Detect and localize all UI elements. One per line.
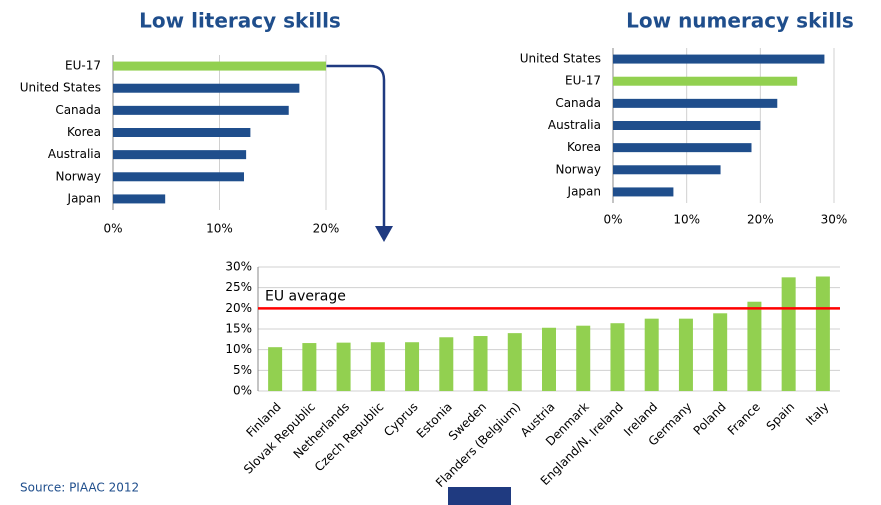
- y-tick-label: EU-17: [65, 59, 101, 73]
- y-tick-label: Japan: [567, 184, 601, 198]
- y-tick-label: EU-17: [565, 74, 601, 88]
- bar: [613, 76, 798, 86]
- y-tick-label: 30%: [225, 260, 252, 274]
- chart-title: Low literacy skills: [139, 9, 341, 33]
- y-tick-label: 10%: [225, 342, 252, 356]
- y-tick-label: 5%: [233, 363, 252, 377]
- bar: [815, 276, 830, 391]
- y-tick-label: United States: [20, 81, 101, 95]
- bar: [113, 61, 326, 71]
- x-tick-label: 20%: [313, 222, 340, 236]
- bar: [644, 318, 659, 391]
- bar: [113, 128, 251, 137]
- bar: [113, 150, 247, 160]
- bar: [613, 187, 674, 197]
- bar: [370, 342, 385, 391]
- bar: [613, 165, 721, 175]
- x-tick-label: Spain: [764, 400, 798, 434]
- y-tick-label: 15%: [225, 322, 252, 336]
- bar: [576, 325, 591, 391]
- bar: [113, 194, 166, 204]
- bar: [439, 337, 454, 391]
- x-tick-label: 10%: [673, 213, 700, 227]
- chart-title: Low numeracy skills: [626, 9, 854, 33]
- bar: [268, 347, 283, 391]
- x-tick-label: Poland: [691, 400, 729, 438]
- y-tick-label: 0%: [233, 384, 252, 398]
- x-tick-label: 30%: [821, 213, 848, 227]
- bar: [610, 323, 625, 391]
- bar: [613, 54, 825, 64]
- y-tick-label: Norway: [55, 169, 101, 183]
- y-tick-label: Norway: [555, 162, 601, 176]
- bar: [613, 121, 761, 130]
- bar: [542, 327, 556, 391]
- x-tick-label: Italy: [803, 400, 831, 428]
- decoration: [448, 487, 511, 505]
- bar: [302, 343, 317, 391]
- y-tick-label: Australia: [548, 118, 601, 132]
- bar: [747, 301, 762, 391]
- y-tick-label: Japan: [67, 191, 101, 205]
- arrow-head: [375, 226, 393, 242]
- bar: [678, 318, 693, 391]
- x-tick-label: 0%: [103, 222, 122, 236]
- bar: [781, 277, 796, 391]
- x-tick-label: 10%: [206, 222, 233, 236]
- y-tick-label: Australia: [48, 147, 101, 161]
- bar: [613, 98, 778, 108]
- bar: [336, 342, 351, 391]
- arrow-line: [326, 64, 386, 228]
- bar: [473, 336, 488, 391]
- bar: [113, 105, 289, 115]
- bar: [113, 172, 244, 182]
- bar: [113, 83, 300, 93]
- y-tick-label: Korea: [567, 140, 601, 154]
- bar: [507, 333, 522, 391]
- bar: [405, 342, 420, 391]
- bar: [713, 313, 728, 391]
- y-tick-label: Canada: [55, 103, 101, 117]
- y-tick-label: Korea: [67, 125, 101, 139]
- y-tick-label: Canada: [555, 96, 601, 110]
- source: Source: PIAAC 2012: [20, 481, 139, 495]
- bar: [613, 143, 752, 153]
- x-tick-label: France: [725, 400, 763, 438]
- x-tick-label: 0%: [603, 213, 622, 227]
- y-tick-label: 25%: [225, 280, 252, 294]
- reference-label: EU average: [265, 288, 346, 304]
- y-tick-label: 20%: [225, 301, 252, 315]
- x-tick-label: 20%: [747, 213, 774, 227]
- y-tick-label: United States: [520, 52, 601, 66]
